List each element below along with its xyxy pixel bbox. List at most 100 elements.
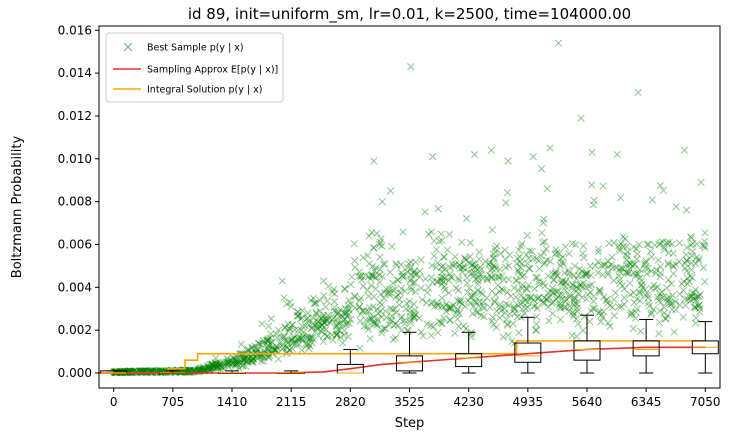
scatter-point: [301, 322, 309, 330]
scatter-point: [407, 316, 415, 324]
scatter-point: [183, 368, 191, 376]
scatter-point: [656, 263, 665, 271]
scatter-point: [387, 317, 396, 325]
scatter-point: [669, 261, 677, 270]
scatter-point: [213, 363, 221, 372]
scatter-point: [446, 273, 455, 281]
scatter-point: [320, 318, 328, 326]
scatter-point: [531, 301, 540, 309]
scatter-point: [333, 310, 342, 319]
scatter-point: [111, 368, 120, 376]
scatter-point: [328, 316, 336, 324]
scatter-point: [389, 286, 397, 294]
scatter-point: [351, 263, 359, 272]
scatter-point: [523, 259, 532, 268]
scatter-point: [392, 308, 401, 317]
scatter-point: [683, 243, 691, 252]
scatter-point: [231, 362, 239, 370]
scatter-point: [533, 273, 541, 282]
scatter-point: [284, 339, 292, 347]
scatter-point: [535, 293, 543, 301]
scatter-point: [495, 274, 503, 282]
scatter-point: [214, 358, 222, 366]
scatter-point: [604, 257, 612, 265]
scatter-point: [489, 321, 498, 329]
scatter-point: [626, 290, 634, 299]
scatter-point: [323, 332, 331, 341]
scatter-point: [206, 365, 215, 374]
scatter-point: [570, 271, 578, 280]
scatter-point: [243, 356, 251, 365]
scatter-point: [469, 303, 478, 311]
integral-solution-line: [99, 340, 706, 374]
scatter-point: [252, 349, 260, 357]
scatter-point: [626, 279, 634, 287]
scatter-point: [121, 368, 130, 376]
scatter-point: [298, 322, 307, 330]
scatter-point: [391, 320, 400, 328]
scatter-point: [341, 285, 349, 293]
scatter-point: [654, 296, 663, 305]
scatter-point: [616, 279, 624, 287]
scatter-point: [550, 275, 558, 284]
scatter-point: [633, 269, 641, 278]
scatter-point: [437, 318, 445, 327]
scatter-point: [211, 359, 220, 367]
scatter-point: [304, 309, 312, 317]
scatter-point: [653, 283, 662, 291]
scatter-point: [195, 365, 204, 374]
scatter-point: [578, 266, 586, 275]
scatter-point: [240, 356, 248, 365]
scatter-point: [288, 321, 296, 329]
scatter-point: [210, 363, 219, 371]
scatter-point: [427, 300, 436, 308]
scatter-point: [632, 308, 640, 316]
scatter-point: [464, 296, 472, 305]
scatter-point: [260, 354, 268, 362]
scatter-point: [117, 368, 125, 376]
scatter-point: [502, 300, 510, 308]
scatter-point: [456, 298, 464, 307]
scatter-point: [466, 259, 474, 267]
scatter-point: [314, 314, 322, 323]
scatter-point: [358, 307, 366, 315]
scatter-point: [473, 265, 482, 273]
scatter-point: [357, 294, 365, 302]
scatter-point: [543, 295, 551, 304]
scatter-point: [249, 354, 257, 363]
scatter-point: [133, 368, 141, 376]
scatter-point: [470, 291, 478, 300]
scatter-point: [226, 356, 234, 365]
scatter-point: [433, 278, 441, 286]
scatter-point: [249, 358, 257, 367]
scatter-point: [523, 298, 532, 306]
scatter-point: [365, 259, 373, 268]
scatter-point: [625, 259, 633, 267]
scatter-point: [416, 267, 424, 275]
boxplot: [159, 370, 187, 375]
scatter-point: [205, 364, 213, 372]
scatter-point: [434, 328, 442, 337]
scatter-point: [308, 333, 316, 341]
scatter-point: [314, 317, 322, 326]
scatter-point: [474, 277, 482, 285]
boxplot: [336, 348, 364, 374]
scatter-point: [528, 247, 536, 256]
scatter-point: [633, 305, 641, 313]
scatter-point: [587, 271, 595, 279]
scatter-point: [477, 288, 485, 296]
scatter-point: [701, 244, 709, 252]
scatter-point: [347, 280, 355, 289]
scatter-point: [680, 277, 688, 286]
scatter-point: [410, 309, 418, 318]
scatter-point: [595, 286, 604, 294]
scatter-point: [248, 344, 256, 352]
x-tick-label: 7050: [690, 395, 721, 409]
scatter-point: [200, 364, 209, 373]
scatter-point: [556, 315, 565, 324]
scatter-point: [656, 307, 664, 315]
scatter-point: [504, 331, 512, 339]
scatter-point: [610, 276, 618, 285]
scatter-point: [623, 248, 632, 256]
scatter-point: [350, 240, 358, 248]
